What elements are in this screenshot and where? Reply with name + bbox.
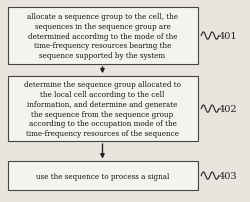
Text: allocate a sequence group to the cell, the
sequences in the sequence group are
d: allocate a sequence group to the cell, t…: [27, 13, 178, 60]
Text: 403: 403: [219, 171, 238, 180]
FancyBboxPatch shape: [8, 77, 198, 141]
Text: use the sequence to process a signal: use the sequence to process a signal: [36, 172, 169, 180]
Text: 402: 402: [219, 105, 238, 114]
FancyBboxPatch shape: [8, 162, 198, 190]
Text: determine the sequence group allocated to
the local cell according to the cell
i: determine the sequence group allocated t…: [24, 81, 181, 137]
Text: 401: 401: [219, 32, 238, 41]
FancyBboxPatch shape: [8, 8, 198, 65]
